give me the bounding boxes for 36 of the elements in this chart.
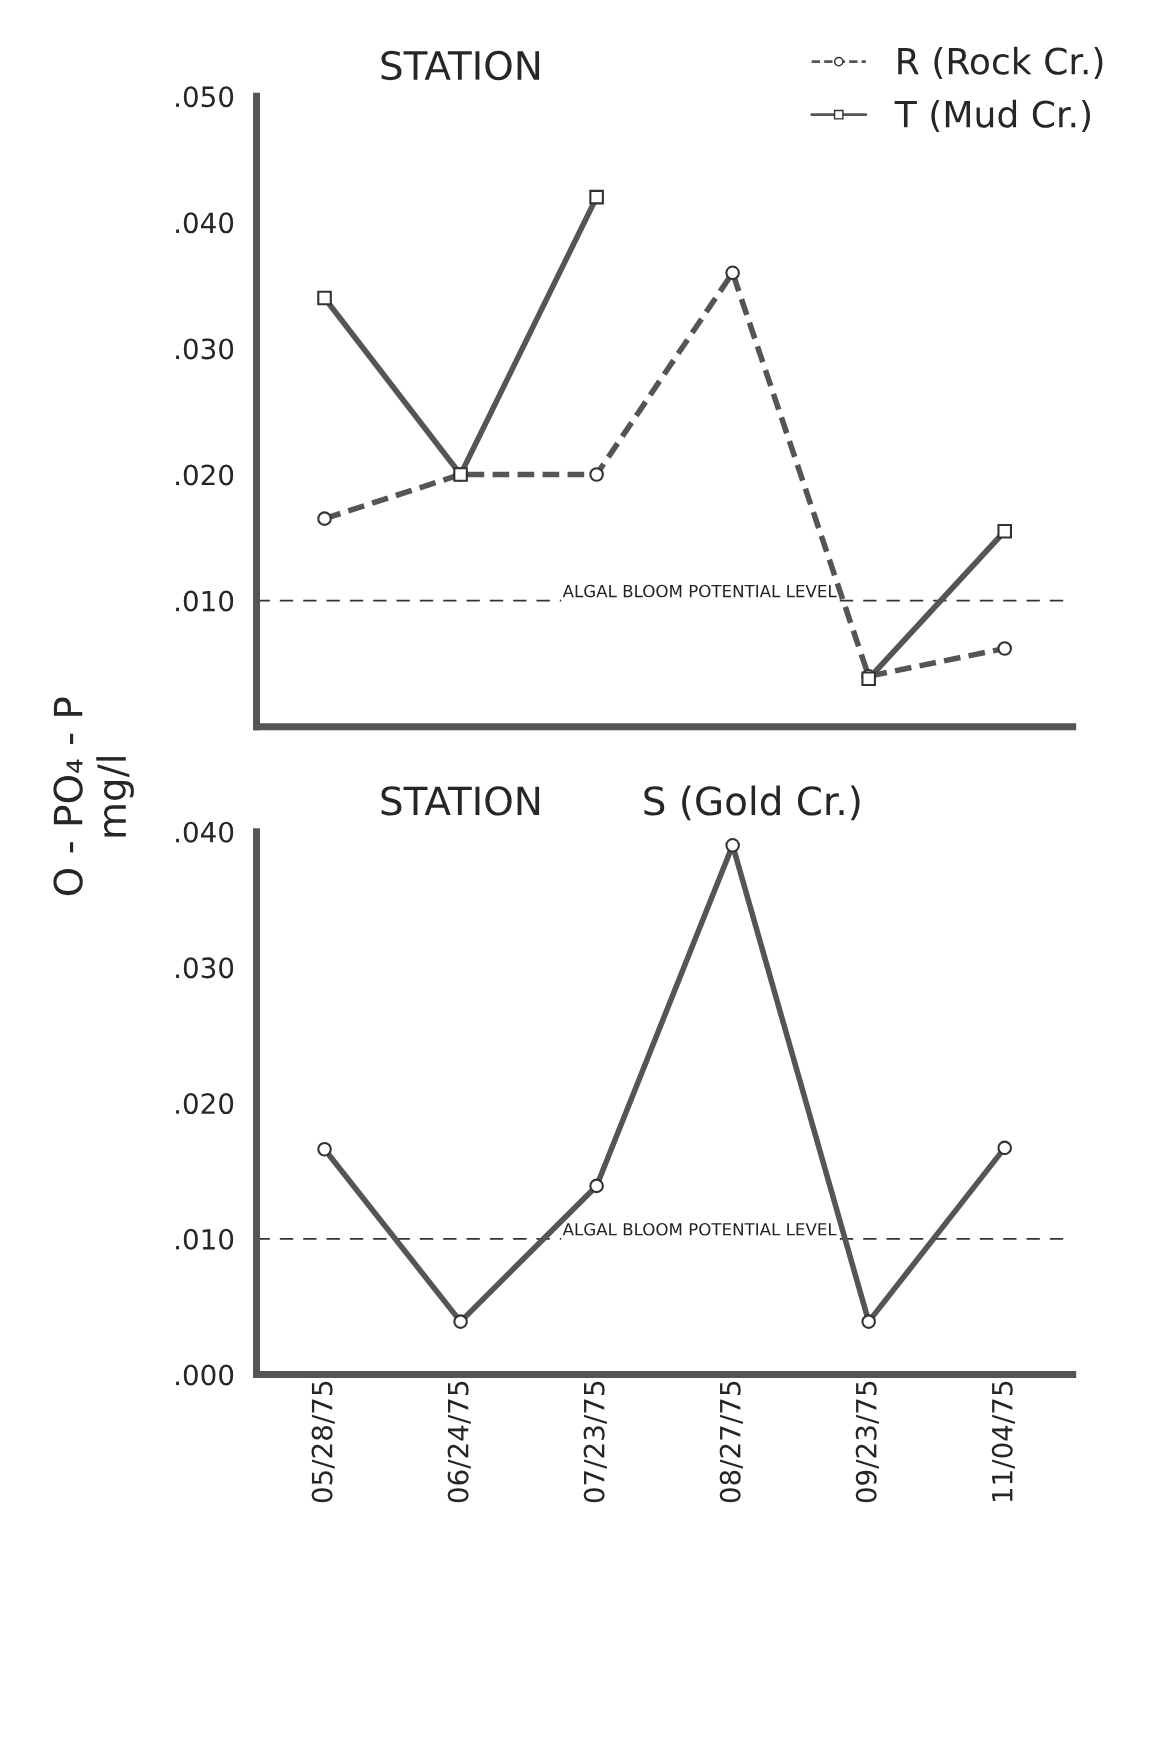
legend-label: T (Mud Cr.) <box>894 99 1091 133</box>
ref-line-label: ALGAL BLOOM POTENTIAL LEVEL <box>562 1223 837 1236</box>
point <box>997 641 1012 656</box>
point <box>725 265 740 281</box>
point <box>317 290 332 306</box>
y-tick-label: .020 <box>176 1093 234 1115</box>
point <box>589 467 604 482</box>
point <box>453 1314 468 1329</box>
y-tick-label: .040 <box>176 821 234 843</box>
point <box>317 511 332 526</box>
y-axis-title: O - PO₄ - P mg/l <box>53 697 134 896</box>
x-tick-label: 06/24/75 <box>447 1381 471 1503</box>
point <box>317 1141 332 1157</box>
x-tick-label: 09/23/75 <box>855 1381 879 1503</box>
point <box>589 189 604 205</box>
x-tick-label: 07/23/75 <box>583 1381 607 1503</box>
y-tick-label: .030 <box>176 338 234 360</box>
point <box>997 1140 1012 1156</box>
y-tick-label: .050 <box>176 86 234 108</box>
x-tick-label: 11/04/75 <box>991 1381 1015 1502</box>
y-tick-label: .010 <box>176 590 234 612</box>
point <box>725 838 740 853</box>
y-tick-label: .040 <box>176 212 234 234</box>
y-tick-label: .030 <box>176 957 234 979</box>
point <box>997 523 1012 539</box>
x-tick-label: 05/28/75 <box>311 1381 335 1503</box>
point <box>861 1314 876 1329</box>
chart-title: STATION <box>381 50 540 81</box>
x-tick-label: 08/27/75 <box>719 1381 743 1503</box>
chart-title: STATION S (Gold Cr.) <box>381 785 860 821</box>
point <box>589 1178 604 1194</box>
y-tick-label: .010 <box>176 1228 234 1250</box>
ref-line-label: ALGAL BLOOM POTENTIAL LEVEL <box>562 584 837 598</box>
y-tick-label: .020 <box>176 464 234 486</box>
legend-label: R (Rock Cr.) <box>898 46 1103 80</box>
y-tick-label: .000 <box>176 1364 234 1386</box>
